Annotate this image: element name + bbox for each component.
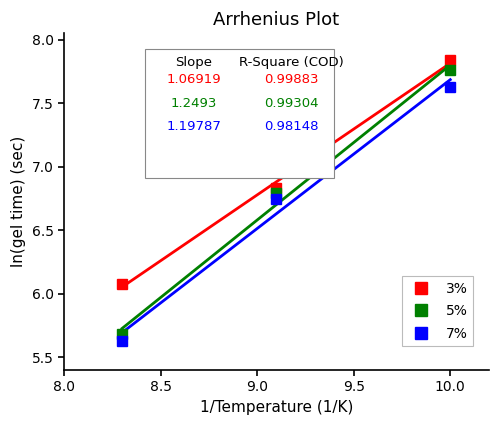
- X-axis label: 1/Temperature (1/K): 1/Temperature (1/K): [200, 400, 353, 415]
- Bar: [145, 49, 334, 178]
- Title: Arrhenius Plot: Arrhenius Plot: [214, 11, 340, 29]
- Text: 0.99883: 0.99883: [264, 73, 318, 86]
- Legend: 3%, 5%, 7%: 3%, 5%, 7%: [402, 276, 473, 346]
- Text: 0.99304: 0.99304: [264, 97, 318, 109]
- Text: 1.06919: 1.06919: [166, 73, 221, 86]
- Text: R-Square (COD): R-Square (COD): [239, 55, 344, 69]
- Y-axis label: ln(gel time) (sec): ln(gel time) (sec): [11, 136, 26, 267]
- Text: 1.19787: 1.19787: [166, 120, 221, 133]
- Text: Slope: Slope: [175, 55, 212, 69]
- Text: 1.2493: 1.2493: [170, 97, 217, 109]
- Text: 0.98148: 0.98148: [264, 120, 318, 133]
